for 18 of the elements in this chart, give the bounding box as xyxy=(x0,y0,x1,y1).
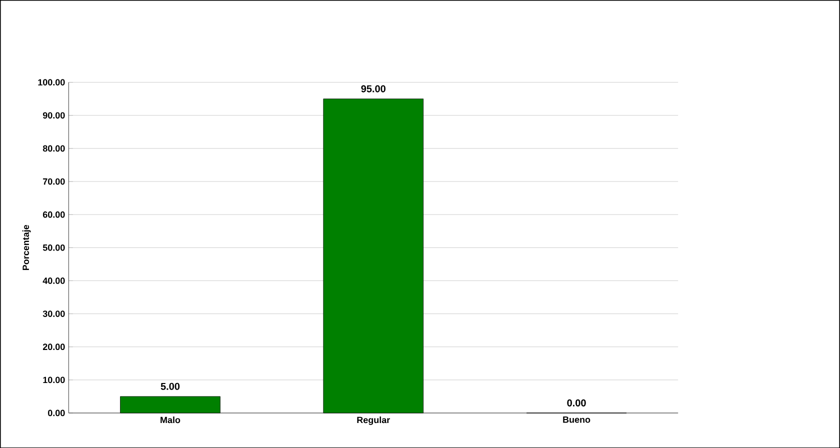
y-tick-label: 100.00 xyxy=(38,78,65,86)
y-tick-label: 60.00 xyxy=(42,211,65,218)
y-tick-label: 10.00 xyxy=(43,376,65,383)
y-tick-label: 80.00 xyxy=(42,145,65,152)
data-label: 95.00 xyxy=(361,85,386,92)
y-tick-label: 90.00 xyxy=(42,112,65,118)
y-tick-label: 30.00 xyxy=(42,310,65,317)
x-tick-label: Bueno xyxy=(563,416,590,423)
y-tick-label: 40.00 xyxy=(42,277,65,284)
data-label: 5.00 xyxy=(160,382,180,390)
y-tick-label: 70.00 xyxy=(43,178,65,185)
y-tick-label: 0.00 xyxy=(48,410,65,416)
x-tick-label: Malo xyxy=(160,416,180,423)
y-tick-label: 50.00 xyxy=(42,244,65,251)
data-label: 0.00 xyxy=(567,399,586,406)
x-tick-label: Regular xyxy=(357,416,390,425)
y-tick-label: 20.00 xyxy=(42,344,65,350)
y-axis-title: Porcentaje xyxy=(22,224,31,270)
